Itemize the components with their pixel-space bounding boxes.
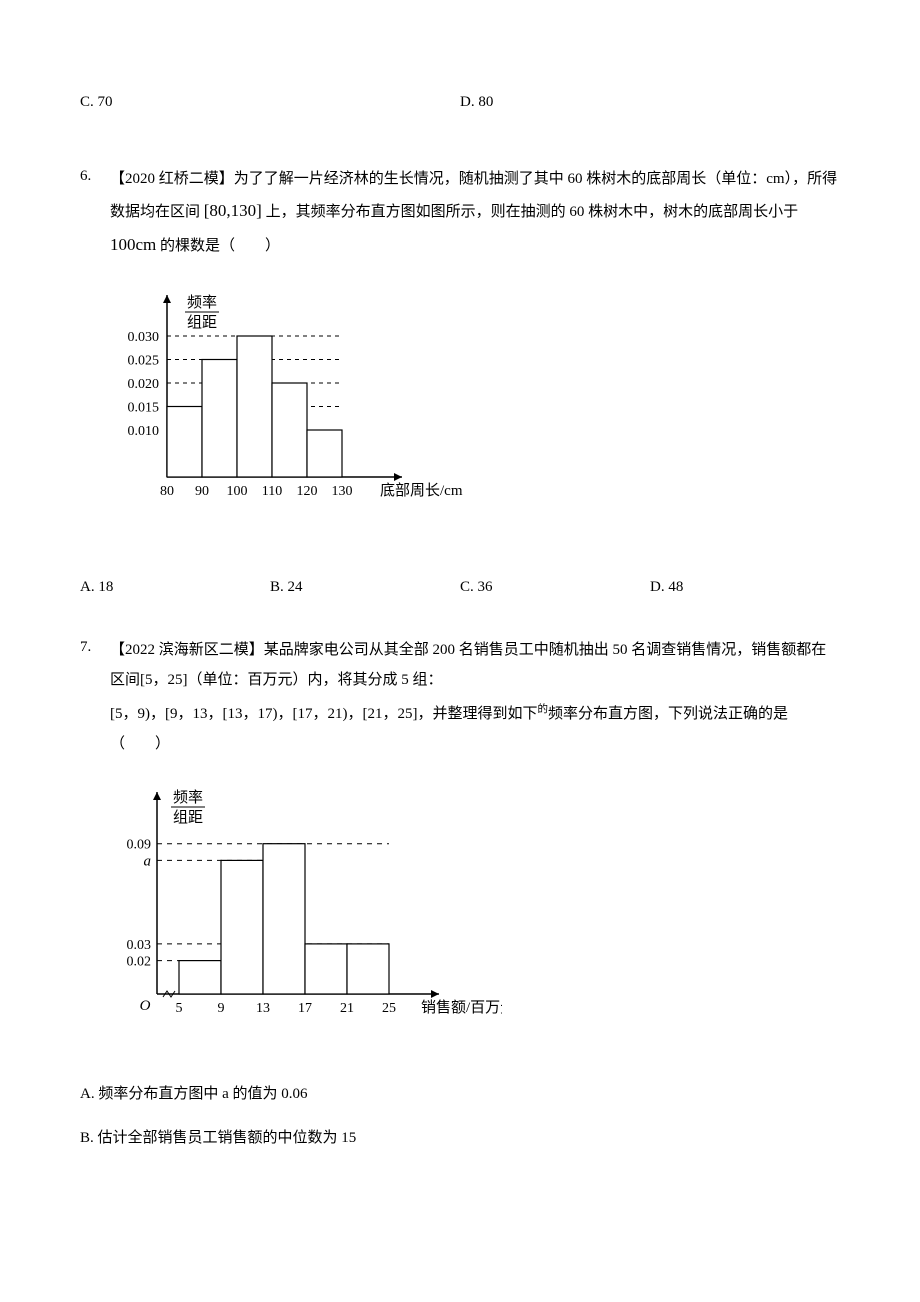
svg-text:5: 5 xyxy=(176,1001,183,1016)
q6-option-b[interactable]: B. 24 xyxy=(270,579,303,595)
option-d[interactable]: D. 80 xyxy=(460,94,493,110)
svg-text:80: 80 xyxy=(160,484,174,499)
svg-text:底部周长/cm: 底部周长/cm xyxy=(380,482,463,499)
svg-text:0.020: 0.020 xyxy=(128,377,160,392)
q6-text-part2: 上，其频率分布直方图如图所示，则在抽测的 60 株树木中，树木的底部周长小于 xyxy=(266,204,799,220)
svg-text:0.025: 0.025 xyxy=(128,354,160,369)
q7-option-b[interactable]: B. 估计全部销售员工销售额的中位数为 15 xyxy=(80,1130,356,1146)
svg-text:130: 130 xyxy=(332,484,353,499)
question-number: 7. xyxy=(80,635,110,763)
svg-text:频率: 频率 xyxy=(173,789,203,806)
svg-text:120: 120 xyxy=(297,484,318,499)
q6-histogram: 频率组距 0.010 0.015 0.020 0.025 0.030 80 90 100 110 1… xyxy=(80,272,840,545)
svg-text:0.02: 0.02 xyxy=(127,955,152,970)
svg-text:a: a xyxy=(144,853,152,869)
q6-text-part3: 的棵数是（ ） xyxy=(160,238,280,254)
q7-text-2a: [5，9)，[9，13，[13，17)，[17，21)，[21，25]，并整理得… xyxy=(110,706,537,722)
question-number: 6. xyxy=(80,164,110,266)
q7-histogram: 频率组距 O 0.02 0.03 0.09a 5 9 13 17 21 25 销售额/百万元 xyxy=(80,769,840,1062)
svg-text:13: 13 xyxy=(256,1001,270,1016)
question-text: 【2020 红桥二模】为了了解一片经济林的生长情况，随机抽测了其中 60 株树木… xyxy=(110,164,840,262)
svg-text:90: 90 xyxy=(195,484,209,499)
q6-option-c[interactable]: C. 36 xyxy=(460,579,493,595)
svg-text:25: 25 xyxy=(382,1001,396,1016)
q7-option-a[interactable]: A. 频率分布直方图中 a 的值为 0.06 xyxy=(80,1086,308,1102)
svg-text:频率: 频率 xyxy=(187,294,217,311)
q6-option-a[interactable]: A. 18 xyxy=(80,579,113,595)
svg-text:21: 21 xyxy=(340,1001,354,1016)
q7-options: A. 频率分布直方图中 a 的值为 0.06 B. 估计全部销售员工销售额的中位… xyxy=(80,1082,840,1150)
svg-text:0.03: 0.03 xyxy=(127,938,152,953)
question-6: 6. 【2020 红桥二模】为了了解一片经济林的生长情况，随机抽测了其中 60 … xyxy=(80,164,840,266)
q7-text-1: 【2022 滨海新区二模】某品牌家电公司从其全部 200 名销售员工中随机抽出 … xyxy=(110,635,840,695)
svg-text:组距: 组距 xyxy=(187,314,217,331)
svg-text:110: 110 xyxy=(262,484,282,499)
q6-option-d[interactable]: D. 48 xyxy=(650,579,683,595)
svg-text:17: 17 xyxy=(298,1001,312,1016)
option-c[interactable]: C. 70 xyxy=(80,94,113,110)
svg-text:0.09: 0.09 xyxy=(127,838,152,853)
q7-text-2: [5，9)，[9，13，[13，17)，[17，21)，[21，25]，并整理得… xyxy=(110,699,840,759)
svg-text:0.015: 0.015 xyxy=(128,401,160,416)
svg-text:销售额/百万元: 销售额/百万元 xyxy=(421,999,502,1016)
q6-options: A. 18 B. 24 C. 36 D. 48 xyxy=(80,575,840,599)
svg-text:9: 9 xyxy=(218,1001,225,1016)
question-7: 7. 【2022 滨海新区二模】某品牌家电公司从其全部 200 名销售员工中随机… xyxy=(80,635,840,763)
svg-text:100: 100 xyxy=(227,484,248,499)
q7-text-2-sup: 的 xyxy=(537,704,548,715)
q6-interval: [80,130] xyxy=(204,201,262,220)
svg-text:组距: 组距 xyxy=(173,809,203,826)
prev-question-options-cd: C. 70 D. 80 xyxy=(80,90,840,114)
svg-text:0.010: 0.010 xyxy=(128,424,160,439)
q6-threshold: 100cm xyxy=(110,235,156,254)
svg-text:0.030: 0.030 xyxy=(128,330,160,345)
svg-text:O: O xyxy=(140,998,151,1014)
